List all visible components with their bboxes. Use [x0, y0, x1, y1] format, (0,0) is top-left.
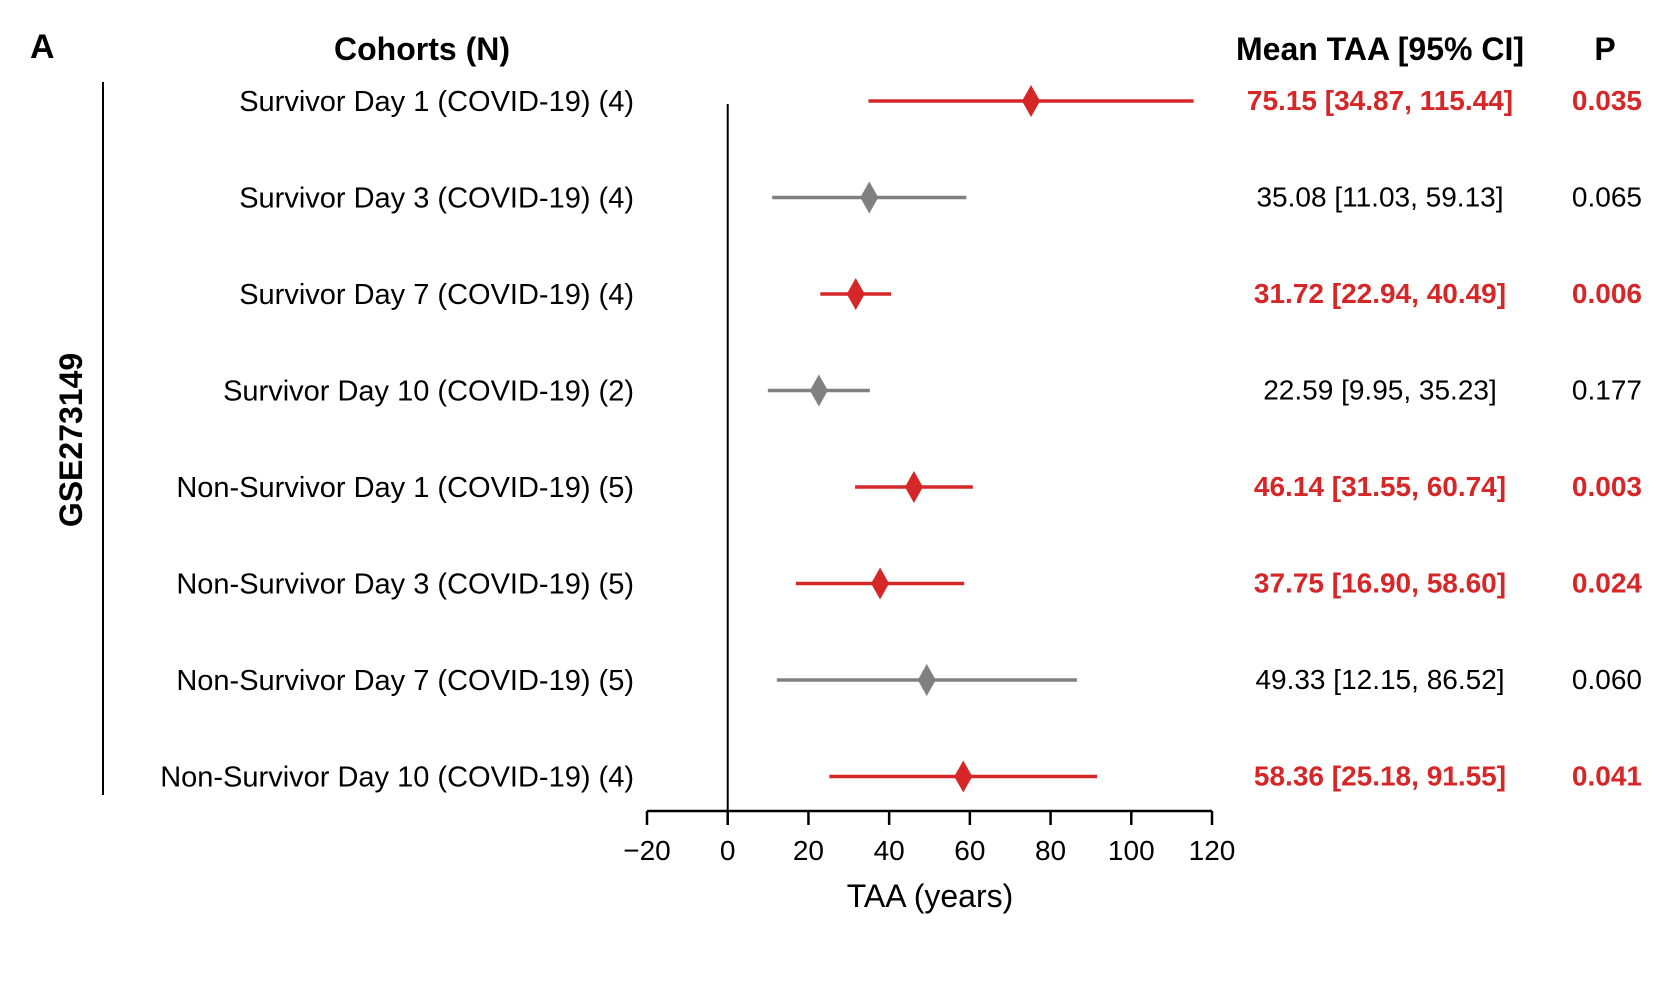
x-tick-label: 120 [1189, 835, 1236, 866]
forest-row: Non-Survivor Day 10 (COVID-19) (4) 58.36 … [160, 760, 1642, 794]
forest-row: Non-Survivor Day 7 (COVID-19) (5) 49.33 [… [176, 664, 1642, 697]
x-tick-label: −20 [623, 835, 671, 866]
ci-value: 31.72 [22.94, 40.49] [1254, 278, 1506, 309]
p-value: 0.065 [1572, 182, 1642, 213]
p-value: 0.177 [1572, 375, 1642, 406]
p-value: 0.024 [1572, 568, 1642, 599]
mean-marker [954, 760, 973, 793]
p-value: 0.041 [1572, 761, 1642, 792]
ci-value: 46.14 [31.55, 60.74] [1254, 471, 1506, 502]
p-value: 0.006 [1572, 278, 1642, 309]
cohort-label: Non-Survivor Day 3 (COVID-19) (5) [176, 569, 634, 601]
cohort-label: Survivor Day 3 (COVID-19) (4) [239, 183, 634, 215]
ci-value: 75.15 [34.87, 115.44] [1247, 85, 1513, 116]
mean-marker [846, 278, 865, 310]
cohort-label: Non-Survivor Day 1 (COVID-19) (5) [176, 472, 634, 504]
forest-row: Survivor Day 1 (COVID-19) (4) 75.15 [34.8… [239, 85, 1642, 118]
forest-row: Non-Survivor Day 1 (COVID-19) (5) 46.14 [… [176, 471, 1642, 504]
x-tick-label: 60 [954, 835, 985, 866]
x-tick-label: 20 [793, 835, 824, 866]
mean-marker [860, 181, 879, 214]
cohort-label: Survivor Day 7 (COVID-19) (4) [239, 279, 634, 311]
forest-row: Survivor Day 3 (COVID-19) (4) 35.08 [11.0… [239, 181, 1642, 215]
mean-marker [1021, 85, 1040, 117]
p-header: P [1594, 31, 1615, 67]
forest-row: Survivor Day 7 (COVID-19) (4) 31.72 [22.9… [239, 278, 1642, 311]
cohort-header: Cohorts (N) [334, 31, 510, 67]
x-tick-label: 40 [874, 835, 905, 866]
ci-value: 58.36 [25.18, 91.55] [1254, 761, 1506, 792]
panel-label: A [30, 28, 55, 66]
mean-marker [917, 664, 936, 696]
cohort-label: Survivor Day 10 (COVID-19) (2) [223, 376, 634, 408]
mean-marker [871, 567, 890, 600]
cohort-label: Survivor Day 1 (COVID-19) (4) [239, 86, 634, 118]
x-tick-label: 100 [1108, 835, 1155, 866]
forest-row: Survivor Day 10 (COVID-19) (2) 22.59 [9.9… [223, 374, 1642, 408]
mean-marker [809, 374, 828, 407]
ci-header: Mean TAA [95% CI] [1236, 31, 1524, 67]
p-value: 0.060 [1572, 664, 1642, 695]
group-label: GSE273149 [53, 353, 89, 527]
forest-row: Non-Survivor Day 3 (COVID-19) (5) 37.75 [… [176, 567, 1642, 601]
p-value: 0.003 [1572, 471, 1642, 502]
cohort-label: Non-Survivor Day 7 (COVID-19) (5) [176, 665, 634, 697]
ci-value: 22.59 [9.95, 35.23] [1263, 375, 1497, 406]
ci-value: 49.33 [12.15, 86.52] [1255, 664, 1504, 695]
x-axis-label: TAA (years) [847, 878, 1014, 914]
mean-marker [904, 471, 923, 503]
ci-value: 35.08 [11.03, 59.13] [1256, 182, 1503, 213]
p-value: 0.035 [1572, 85, 1642, 116]
cohort-label: Non-Survivor Day 10 (COVID-19) (4) [160, 762, 634, 794]
ci-value: 37.75 [16.90, 58.60] [1254, 568, 1506, 599]
x-tick-label: 0 [720, 835, 736, 866]
x-tick-label: 80 [1035, 835, 1066, 866]
